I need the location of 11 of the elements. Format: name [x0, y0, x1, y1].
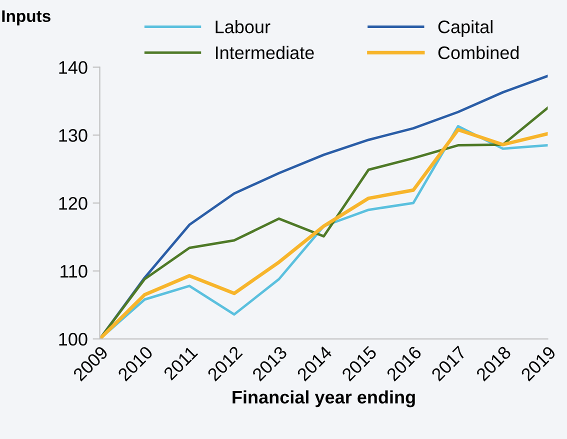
y-tick-label: 120 [59, 196, 88, 210]
y-axis-title: Inputs [2, 10, 50, 26]
legend-label: Labour [216, 20, 270, 34]
y-tick-label: 100 [59, 332, 88, 346]
y-tick-label: 110 [60, 264, 88, 278]
y-tick-label: 140 [59, 61, 88, 74]
x-axis-title: Financial year ending [232, 390, 415, 408]
legend-label: Capital [438, 20, 492, 37]
y-tick-label: 130 [59, 129, 88, 142]
legend-label: Intermediate [216, 46, 314, 60]
legend-label: Combined [438, 46, 519, 60]
